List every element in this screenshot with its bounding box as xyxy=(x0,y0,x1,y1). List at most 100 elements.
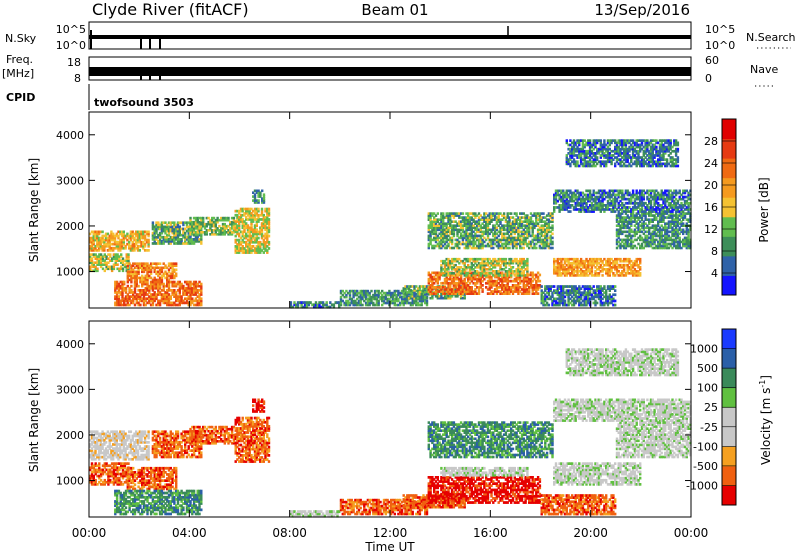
echo-cell xyxy=(506,236,509,240)
echo-cell xyxy=(143,234,147,238)
echo-cell xyxy=(481,234,484,238)
echo-cell xyxy=(119,280,122,284)
echo-cell xyxy=(485,257,488,261)
echo-cell xyxy=(133,303,137,307)
echo-cell xyxy=(427,286,430,289)
echo-cell xyxy=(133,236,136,240)
echo-cell xyxy=(621,266,624,269)
echo-cell xyxy=(155,235,158,239)
echo-cell xyxy=(459,290,463,293)
echo-cell xyxy=(155,238,158,241)
echo-cell xyxy=(440,290,443,293)
echo-cell xyxy=(528,222,531,225)
echo-cell xyxy=(635,274,638,277)
echo-cell xyxy=(458,261,461,265)
echo-cell xyxy=(540,285,543,288)
echo-cell xyxy=(133,272,137,276)
freq-tick-bottom: 8 xyxy=(74,72,81,85)
echo-cell xyxy=(404,285,407,288)
echo-cell xyxy=(617,274,620,277)
echo-cell xyxy=(443,271,447,275)
echo-cell xyxy=(569,293,572,297)
echo-cell xyxy=(252,240,255,244)
echo-cell xyxy=(549,226,552,230)
echo-cell xyxy=(227,216,230,220)
echo-cell xyxy=(556,285,559,288)
echo-cell xyxy=(517,218,520,221)
echo-cell xyxy=(415,285,418,288)
echo-cell xyxy=(114,261,117,264)
echo-cell xyxy=(180,286,183,290)
echo-cell xyxy=(476,214,479,217)
echo-cell xyxy=(427,246,430,250)
echo-cell xyxy=(662,234,665,238)
echo-cell xyxy=(136,236,140,240)
echo-cell xyxy=(253,209,257,213)
echo-cell xyxy=(492,228,495,232)
echo-cell xyxy=(223,227,226,230)
echo-cell xyxy=(169,301,172,305)
echo-cell xyxy=(590,261,594,265)
echo-cell xyxy=(497,242,500,246)
echo-cell xyxy=(122,232,125,236)
echo-cell xyxy=(660,230,663,234)
echo-cell xyxy=(533,286,536,289)
echo-cell xyxy=(508,274,511,277)
echo-cell xyxy=(587,289,590,292)
echo-cell xyxy=(467,234,470,238)
echo-cell xyxy=(565,257,568,261)
echo-cell xyxy=(136,249,140,252)
echo-cell xyxy=(485,232,488,236)
echo-cell xyxy=(508,259,511,263)
echo-cell xyxy=(653,228,656,232)
echo-cell xyxy=(171,301,174,305)
echo-cell xyxy=(241,232,244,236)
echo-cell xyxy=(119,301,122,305)
echo-cell xyxy=(468,281,472,285)
echo-cell xyxy=(526,279,529,283)
echo-cell xyxy=(130,301,133,305)
echo-cell xyxy=(502,234,506,238)
echo-cell xyxy=(531,290,534,293)
echo-cell xyxy=(651,234,654,238)
echo-cell xyxy=(440,238,443,242)
echo-cell xyxy=(253,224,257,227)
echo-cell xyxy=(144,289,147,292)
echo-cell xyxy=(155,262,158,265)
echo-cell xyxy=(440,296,443,300)
echo-cell xyxy=(411,299,414,303)
echo-cell xyxy=(221,224,225,228)
echo-cell xyxy=(497,277,500,281)
echo-cell xyxy=(171,282,174,286)
echo-cell xyxy=(524,214,527,217)
echo-cell xyxy=(99,230,102,234)
echo-cell xyxy=(630,259,633,263)
echo-cell xyxy=(144,268,147,272)
echo-cell xyxy=(542,299,545,303)
echo-cell xyxy=(164,293,167,296)
echo-cell xyxy=(553,268,556,271)
echo-cell xyxy=(368,291,371,295)
echo-cell xyxy=(137,293,140,296)
echo-cell xyxy=(158,231,162,235)
echo-cell xyxy=(104,232,108,236)
echo-cell xyxy=(440,234,443,238)
echo-cell xyxy=(528,216,531,219)
echo-cell xyxy=(112,236,115,240)
echo-cell xyxy=(162,240,165,243)
echo-cell xyxy=(173,223,176,227)
echo-cell xyxy=(628,266,631,269)
echo-cell xyxy=(144,291,147,294)
echo-cell xyxy=(191,222,194,226)
echo-cell xyxy=(567,297,570,301)
echo-cell xyxy=(409,303,413,307)
echo-cell xyxy=(140,242,143,246)
echo-cell xyxy=(92,232,95,236)
echo-cell xyxy=(549,246,552,250)
echo-cell xyxy=(459,281,463,285)
echo-cell xyxy=(236,216,239,219)
echo-cell xyxy=(599,263,602,267)
echo-cell xyxy=(214,227,217,230)
echo-cell xyxy=(141,293,144,296)
echo-cell xyxy=(372,303,375,307)
